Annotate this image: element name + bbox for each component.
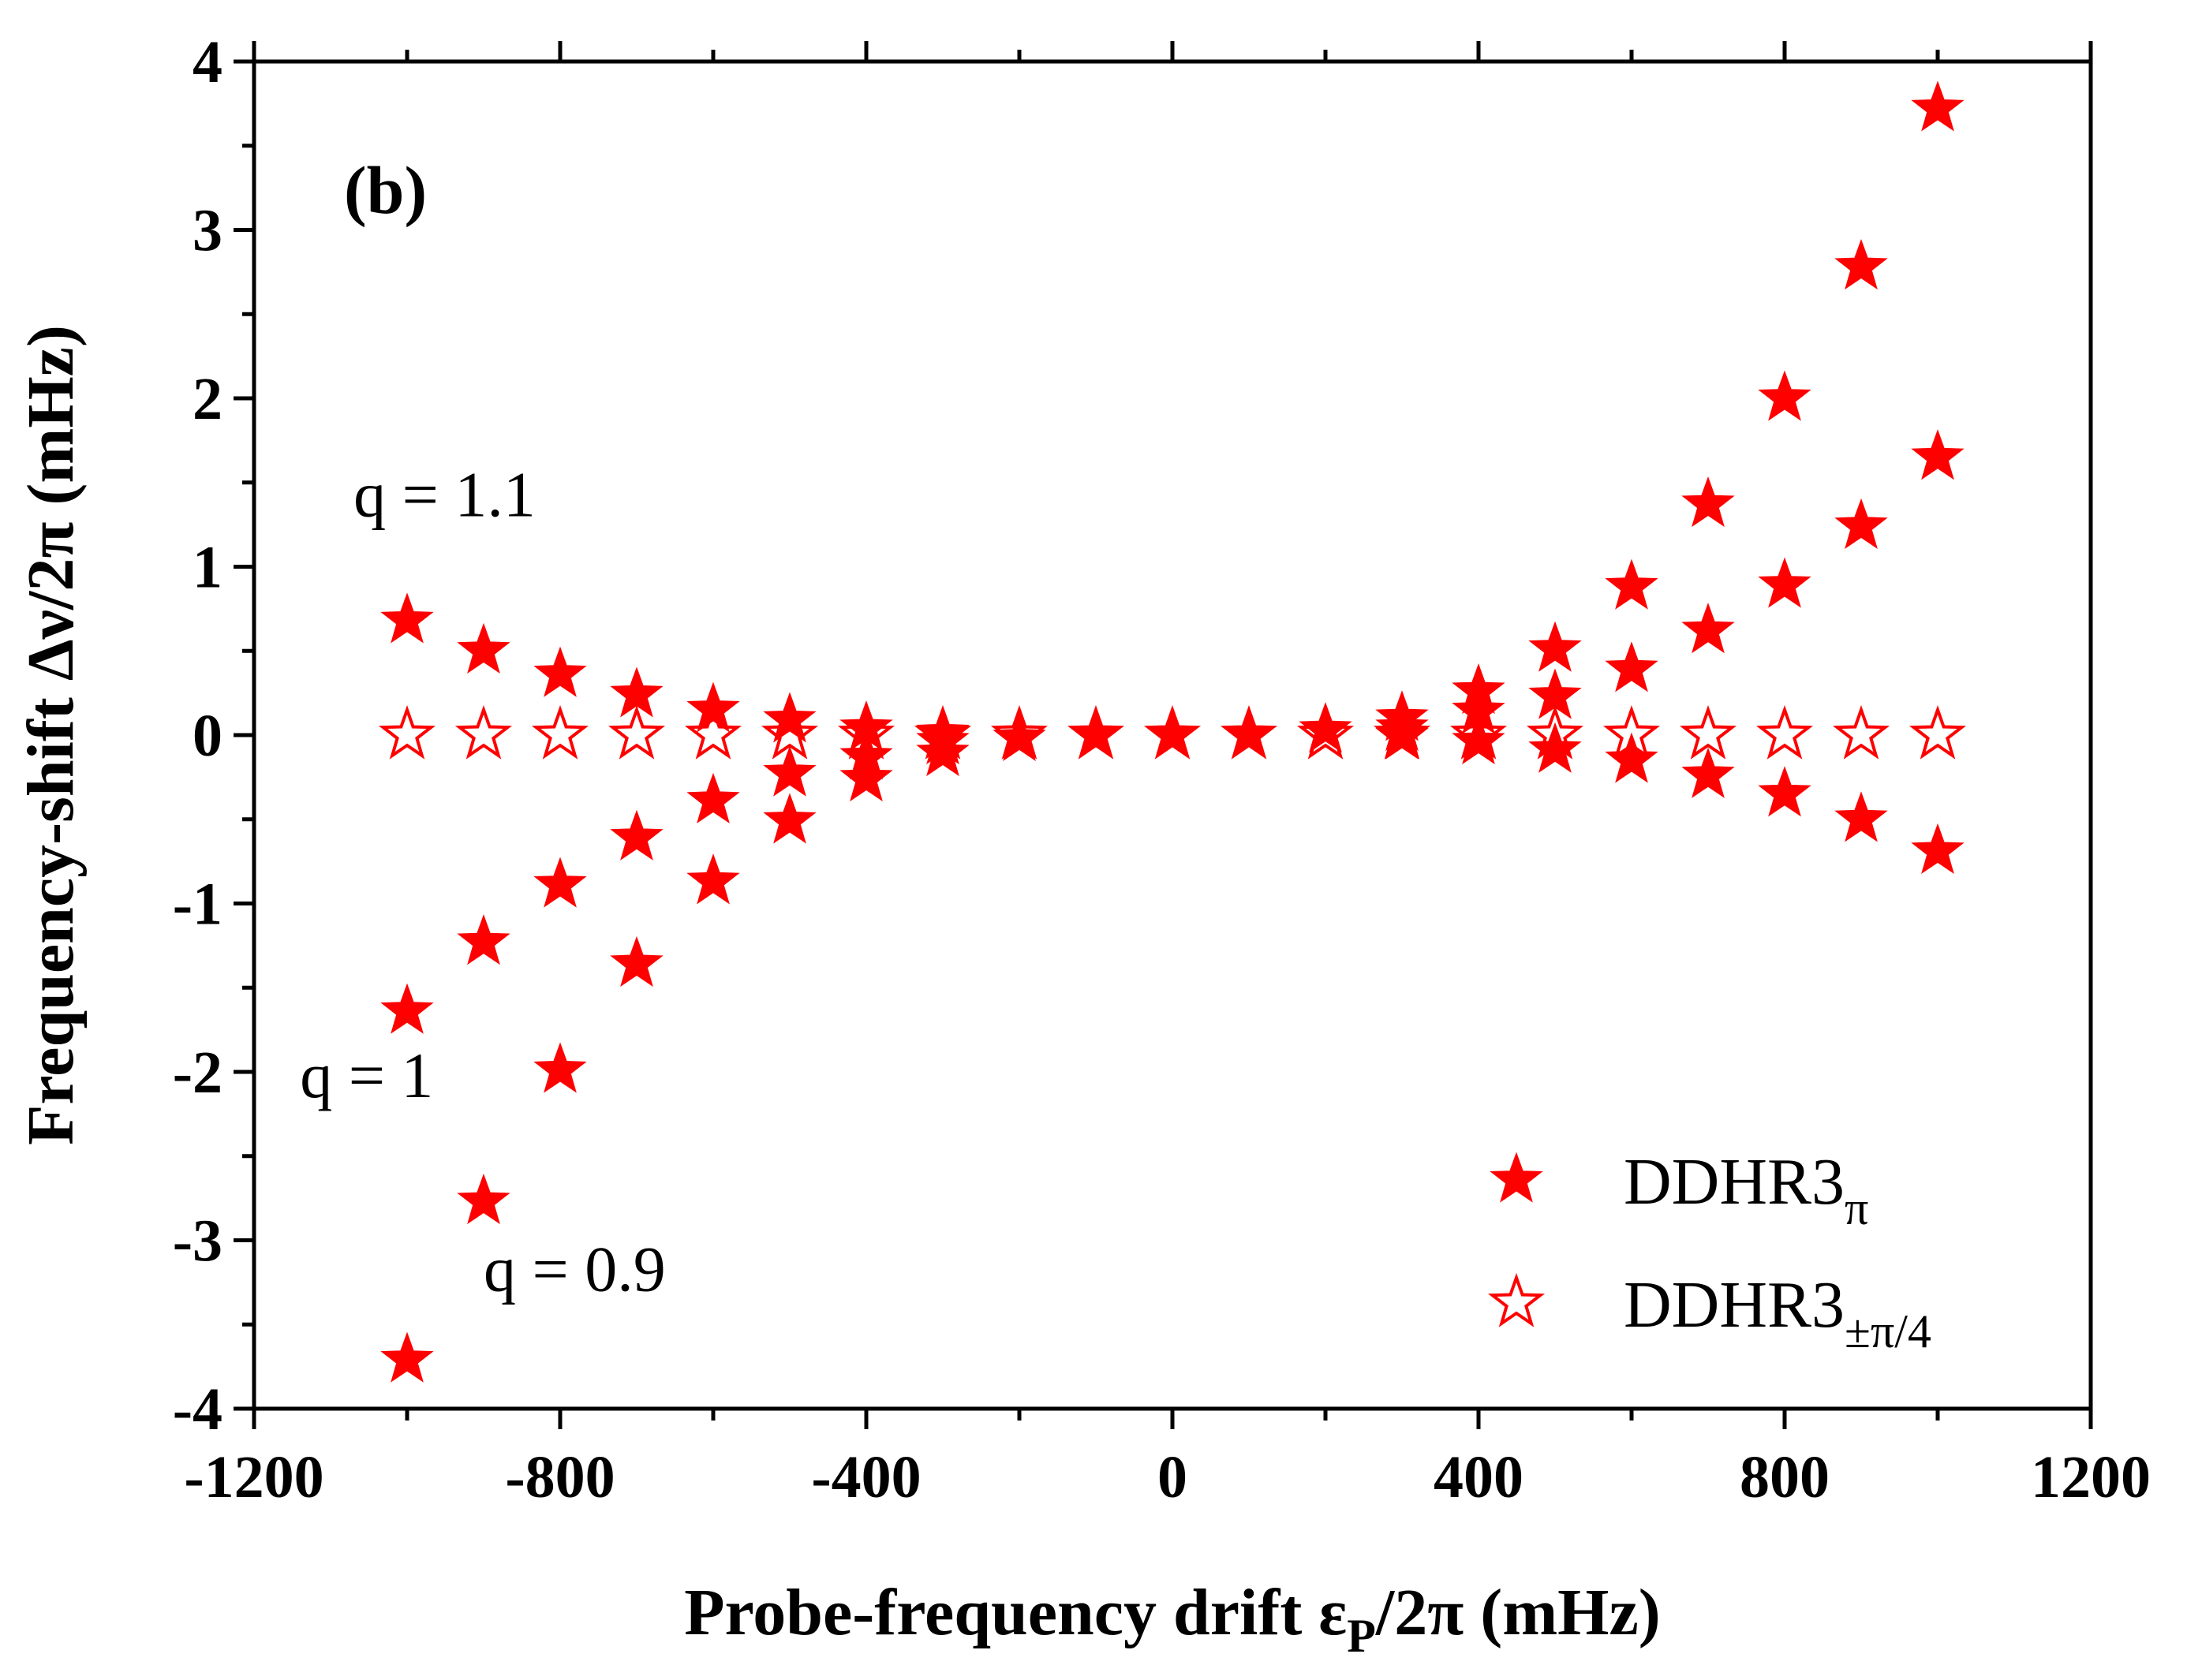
- filled-star-point: [1528, 668, 1582, 719]
- y-tick-label: 1: [193, 535, 222, 601]
- y-tick-label: 0: [193, 703, 222, 769]
- filled-star-point: [1834, 498, 1888, 549]
- filled-star-point: [1605, 558, 1658, 610]
- filled-star-point: [1911, 429, 1965, 480]
- filled-star-point: [763, 745, 817, 797]
- filled-star-point: [1911, 823, 1965, 874]
- y-tick-label: -3: [173, 1208, 222, 1275]
- q-annotation: q = 0.9: [484, 1234, 666, 1305]
- filled-star-point: [380, 1331, 434, 1383]
- filled-star-point: [686, 853, 740, 905]
- x-tick-label: -800: [505, 1444, 615, 1510]
- open-star-point: [454, 704, 513, 760]
- filled-star-point: [533, 646, 587, 697]
- open-star-point: [684, 704, 742, 760]
- filled-star-point: [380, 592, 434, 644]
- filled-star-point: [457, 622, 510, 674]
- x-tick-label: -400: [811, 1444, 921, 1510]
- filled-star-point: [610, 935, 664, 987]
- filled-star-point: [1375, 708, 1429, 760]
- filled-star-point: [1299, 702, 1352, 753]
- plot-axes: [234, 41, 2093, 1429]
- panel-label: (b): [344, 152, 427, 228]
- x-axis-title-sub: P: [1347, 1610, 1376, 1662]
- filled-star-point: [533, 1042, 587, 1093]
- y-tick-label: -2: [173, 1040, 222, 1106]
- filled-star-point: [1681, 476, 1735, 528]
- x-tick-label: 0: [1157, 1444, 1187, 1510]
- filled-star-point: [457, 1173, 510, 1225]
- filled-star-point: [763, 692, 817, 743]
- x-axis-title-rest: /2π (mHz): [1375, 1576, 1661, 1649]
- filled-star-point: [1528, 621, 1582, 672]
- open-star-point: [1755, 704, 1814, 760]
- filled-star-point: [1452, 714, 1505, 765]
- x-axis-title: Probe-frequency drift εP/2π (mHz): [684, 1576, 1661, 1662]
- q-annotation: q = 1.1: [353, 458, 536, 530]
- filled-star-point: [1681, 603, 1735, 654]
- filled-star-point: [1222, 707, 1276, 758]
- filled-star-point: [993, 710, 1046, 761]
- filled-star-point: [1834, 239, 1888, 290]
- filled-star-point: [533, 857, 587, 908]
- filled-star-point: [1605, 732, 1658, 783]
- filled-star-point: [610, 666, 664, 718]
- y-tick-label: 2: [193, 366, 222, 432]
- open-star-point: [531, 704, 589, 760]
- x-tick-label: 400: [1434, 1444, 1523, 1510]
- filled-star-point: [1911, 80, 1965, 132]
- chart-text: (b) Frequency-shift Δν/2π (mHz) Probe-fr…: [14, 29, 2151, 1662]
- y-axis-title: Frequency-shift Δν/2π (mHz): [14, 325, 88, 1145]
- x-tick-label: -1200: [184, 1444, 323, 1510]
- open-star-point: [378, 704, 436, 760]
- filled-star-point: [457, 914, 510, 965]
- open-star-point: [1908, 704, 1967, 760]
- filled-star-point: [1758, 766, 1811, 817]
- data-markers: [378, 80, 1967, 1383]
- filled-star-point: [1605, 641, 1658, 693]
- legend: DDHR3π DDHR3±π/4: [1487, 1145, 1931, 1357]
- legend-marker-open-star: [1487, 1272, 1546, 1327]
- filled-star-point: [1758, 557, 1811, 608]
- filled-star-point: [839, 751, 893, 802]
- open-star-point: [608, 704, 666, 760]
- filled-star-point: [686, 772, 740, 823]
- open-star-point: [761, 704, 819, 760]
- q-annotation: q = 1: [300, 1040, 433, 1111]
- y-tick-label: -4: [173, 1376, 222, 1443]
- y-tick-label: 3: [193, 198, 222, 264]
- filled-star-point: [1528, 722, 1582, 773]
- filled-star-point: [380, 983, 434, 1034]
- filled-star-point: [686, 681, 740, 733]
- filled-star-point: [1681, 747, 1735, 798]
- open-star-point: [1832, 704, 1890, 760]
- filled-star-point: [1834, 791, 1888, 842]
- legend-label-ddhr3-pm-pi4: DDHR3±π/4: [1624, 1268, 1931, 1357]
- x-axis-title-main: Probe-frequency drift ε: [684, 1576, 1347, 1649]
- x-tick-label: 1200: [2031, 1444, 2151, 1510]
- x-tick-label: 800: [1740, 1444, 1830, 1510]
- y-tick-label: 4: [193, 29, 222, 95]
- filled-star-point: [1069, 707, 1123, 758]
- legend-label-ddhr3-pi: DDHR3π: [1624, 1145, 1868, 1234]
- open-star-point: [1679, 704, 1737, 760]
- filled-star-point: [610, 809, 664, 861]
- y-tick-label: -1: [173, 872, 222, 938]
- filled-star-point: [763, 793, 817, 844]
- legend-marker-filled-star: [1490, 1152, 1543, 1203]
- filled-star-point: [1758, 370, 1811, 421]
- filled-star-point: [916, 726, 970, 777]
- filled-star-point: [1146, 707, 1199, 758]
